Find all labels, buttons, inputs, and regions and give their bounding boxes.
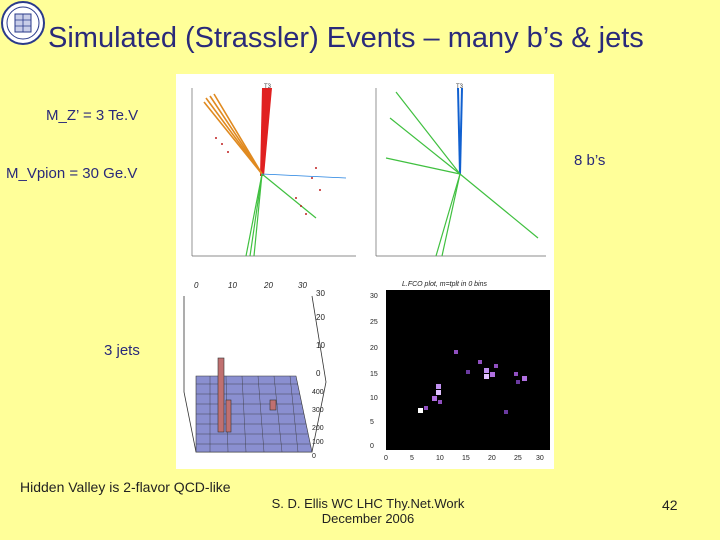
jet-green bbox=[385, 91, 539, 257]
svg-text:20: 20 bbox=[263, 281, 273, 290]
mvpion-label: M_Vpion = 30 Ge.V bbox=[6, 165, 138, 182]
svg-text:400: 400 bbox=[312, 389, 324, 396]
jet-orange bbox=[203, 93, 263, 175]
svg-text:25: 25 bbox=[370, 319, 378, 326]
jet-blue bbox=[457, 87, 463, 175]
slide-title: Simulated (Strassler) Events – many b’s … bbox=[48, 22, 644, 54]
author-credit: S. D. Ellis WC LHC Thy.Net.Work December… bbox=[256, 496, 480, 526]
tick-label: T3 bbox=[456, 84, 464, 90]
svg-text:15: 15 bbox=[370, 371, 378, 378]
svg-text:5: 5 bbox=[410, 455, 414, 462]
svg-text:30: 30 bbox=[316, 289, 325, 298]
svg-text:30: 30 bbox=[536, 455, 544, 462]
lego-phi-axis: 400 300 200 100 0 bbox=[312, 389, 324, 460]
heatmap-y-axis: 30 25 20 15 10 5 0 bbox=[370, 293, 378, 450]
svg-text:100: 100 bbox=[312, 439, 324, 446]
lego-top-axis: 0 10 20 30 bbox=[194, 281, 307, 290]
lego-tower bbox=[225, 399, 232, 433]
svg-text:25: 25 bbox=[514, 455, 522, 462]
svg-text:10: 10 bbox=[316, 341, 325, 350]
lego-grid-lines bbox=[196, 375, 310, 453]
svg-text:20: 20 bbox=[488, 455, 496, 462]
jet-red bbox=[260, 88, 272, 176]
svg-text:20: 20 bbox=[316, 313, 325, 322]
page-number: 42 bbox=[662, 497, 678, 513]
track-hits bbox=[215, 137, 321, 215]
svg-text:5: 5 bbox=[370, 419, 374, 426]
jet-blue bbox=[261, 173, 347, 179]
jets-label: 3 jets bbox=[104, 342, 140, 359]
lego-tower bbox=[269, 399, 277, 411]
svg-text:15: 15 bbox=[462, 455, 470, 462]
author-line: S. D. Ellis WC LHC Thy.Net.Work bbox=[271, 496, 465, 511]
svg-text:0: 0 bbox=[316, 369, 321, 378]
heatmap-cells bbox=[418, 350, 527, 414]
svg-text:0: 0 bbox=[384, 455, 388, 462]
event-display-right: T3 bbox=[366, 78, 551, 263]
mz-prime-label: M_Z’ = 3 Te.V bbox=[46, 107, 139, 124]
svg-text:20: 20 bbox=[370, 345, 378, 352]
tick-label: T3 bbox=[264, 84, 272, 90]
svg-text:0: 0 bbox=[370, 443, 374, 450]
b-quarks-label: 8 b’s bbox=[574, 152, 606, 169]
lego-plot: 0 10 20 30 30 20 10 0 400 300 200 100 0 bbox=[176, 272, 336, 464]
lego-tower bbox=[217, 357, 225, 433]
svg-text:30: 30 bbox=[298, 281, 307, 290]
date-line: December 2006 bbox=[321, 511, 415, 526]
svg-text:10: 10 bbox=[436, 455, 444, 462]
svg-text:200: 200 bbox=[312, 425, 324, 432]
jet-green bbox=[245, 173, 317, 257]
heatmap-x-axis: 0 5 10 15 20 25 30 bbox=[384, 455, 544, 462]
heatmap-title: L.FCO plot, m=tplt in 0 bins bbox=[402, 281, 488, 288]
university-seal-logo bbox=[1, 1, 45, 45]
eta-phi-heatmap: L.FCO plot, m=tplt in 0 bins 30 25 20 15… bbox=[366, 272, 554, 464]
svg-text:30: 30 bbox=[370, 293, 378, 300]
event-display-left: T3 bbox=[176, 78, 361, 263]
caption-text: Hidden Valley is 2-flavor QCD-like bbox=[20, 479, 231, 495]
lego-right-axis: 30 20 10 0 bbox=[316, 289, 325, 378]
svg-text:0: 0 bbox=[194, 281, 199, 290]
svg-text:10: 10 bbox=[370, 395, 378, 402]
svg-text:300: 300 bbox=[312, 407, 324, 414]
svg-text:0: 0 bbox=[312, 453, 316, 460]
svg-text:10: 10 bbox=[228, 281, 237, 290]
